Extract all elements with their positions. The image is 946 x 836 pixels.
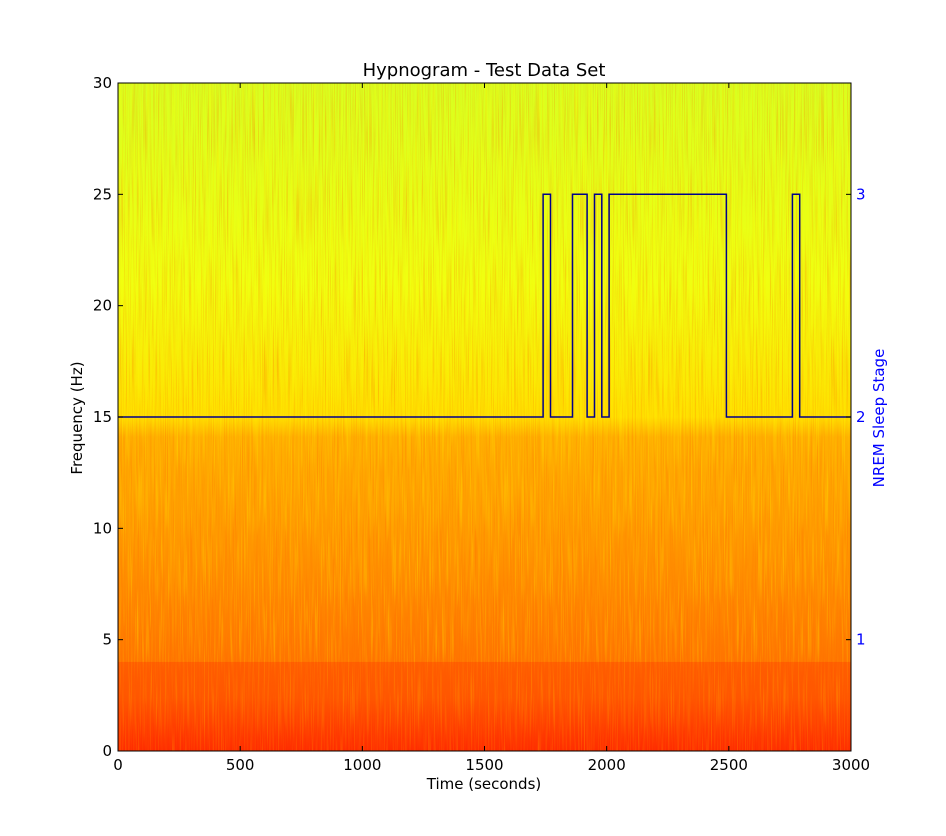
x-tick-label: 2000: [588, 756, 626, 774]
y-tick-label: 15: [93, 408, 112, 426]
y-tick-label: 0: [102, 742, 112, 760]
y-tick-label: 5: [102, 631, 112, 649]
x-tick-label: 0: [113, 756, 123, 774]
chart-title: Hypnogram - Test Data Set: [363, 60, 606, 81]
hypnogram-series-line: [118, 193, 851, 418]
y-axis-ticks: 0 5 10 15 20 25 30: [93, 74, 123, 760]
y-tick-label: 20: [93, 297, 112, 315]
x-tick-label: 1500: [465, 756, 503, 774]
y-tick-label: 30: [93, 74, 112, 92]
y2-tick-label: 3: [856, 185, 866, 203]
x-axis-ticks: 0 500 1000 1500 2000 2500 3000: [113, 83, 870, 774]
x-axis-label: Time (seconds): [426, 775, 542, 793]
x-tick-label: 3000: [832, 756, 870, 774]
x-tick-label: 1000: [343, 756, 381, 774]
x-tick-label: 2500: [710, 756, 748, 774]
y-tick-label: 25: [93, 185, 112, 203]
y2-axis-ticks: 1 2 3: [846, 185, 866, 649]
y-tick-label: 10: [93, 519, 112, 537]
spectrogram-low-frequency-band: [118, 661, 851, 751]
y2-axis-label: NREM Sleep Stage: [870, 349, 888, 488]
y2-tick-label: 2: [856, 408, 866, 426]
y2-tick-label: 1: [856, 631, 866, 649]
plot-area: [118, 83, 851, 751]
y-axis-label: Frequency (Hz): [68, 361, 86, 474]
x-tick-label: 500: [226, 756, 255, 774]
